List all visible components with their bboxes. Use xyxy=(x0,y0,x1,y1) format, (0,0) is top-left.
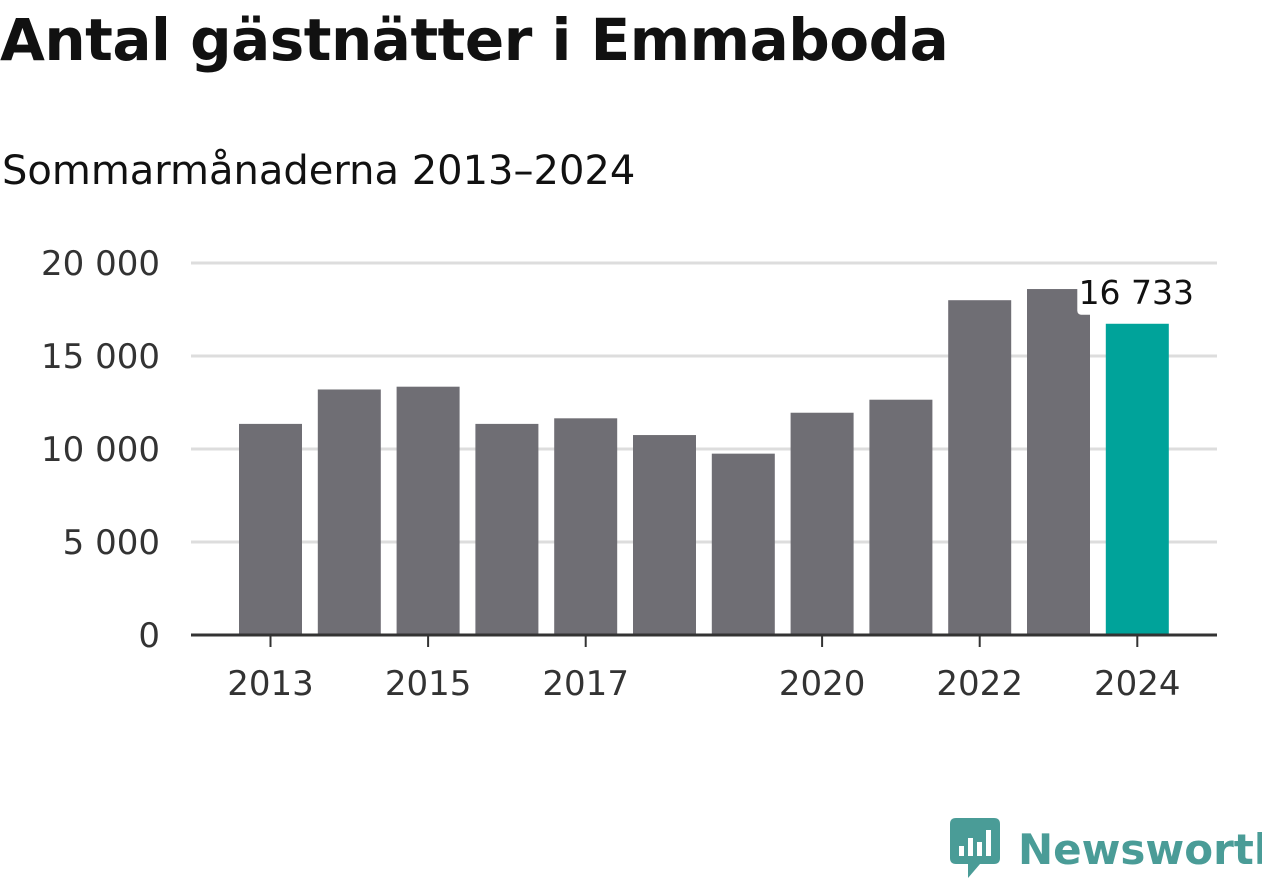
data-label: 16 733 xyxy=(1079,273,1194,312)
chart-title: Antal gästnätter i Emmaboda xyxy=(0,6,949,74)
y-tick-label: 15 000 xyxy=(41,337,160,377)
x-tick-label: 2020 xyxy=(779,664,866,704)
bar-2016 xyxy=(475,423,539,635)
y-tick-label: 0 xyxy=(138,616,160,656)
bar-2021 xyxy=(869,399,933,635)
bar-2017 xyxy=(554,418,618,635)
x-tick-label: 2024 xyxy=(1094,664,1181,704)
bar-2023 xyxy=(1027,289,1090,635)
data-label-background xyxy=(1077,272,1196,315)
x-tick-label: 2013 xyxy=(227,664,314,704)
newsworthy-logo: Newsworthy xyxy=(950,818,1262,880)
x-tick-label: 2015 xyxy=(385,664,472,704)
y-tick-label: 5 000 xyxy=(63,523,160,563)
bar-2024 xyxy=(1105,323,1169,635)
bar-2013 xyxy=(239,423,302,635)
y-tick-label: 10 000 xyxy=(41,430,160,470)
bar-2015 xyxy=(396,386,460,635)
newsworthy-logo-icon xyxy=(950,818,1000,878)
x-tick-label: 2017 xyxy=(542,664,629,704)
bar-2018 xyxy=(633,435,696,635)
bar-2014 xyxy=(317,389,381,635)
bar-2019 xyxy=(711,453,775,635)
bar-2022 xyxy=(948,300,1012,635)
y-tick-label: 20 000 xyxy=(41,244,160,284)
bar-2020 xyxy=(790,412,854,635)
chart-subtitle: Sommarmånaderna 2013–2024 xyxy=(2,148,636,194)
x-tick-label: 2022 xyxy=(936,664,1023,704)
brand-name: Newsworthy xyxy=(1018,824,1262,874)
